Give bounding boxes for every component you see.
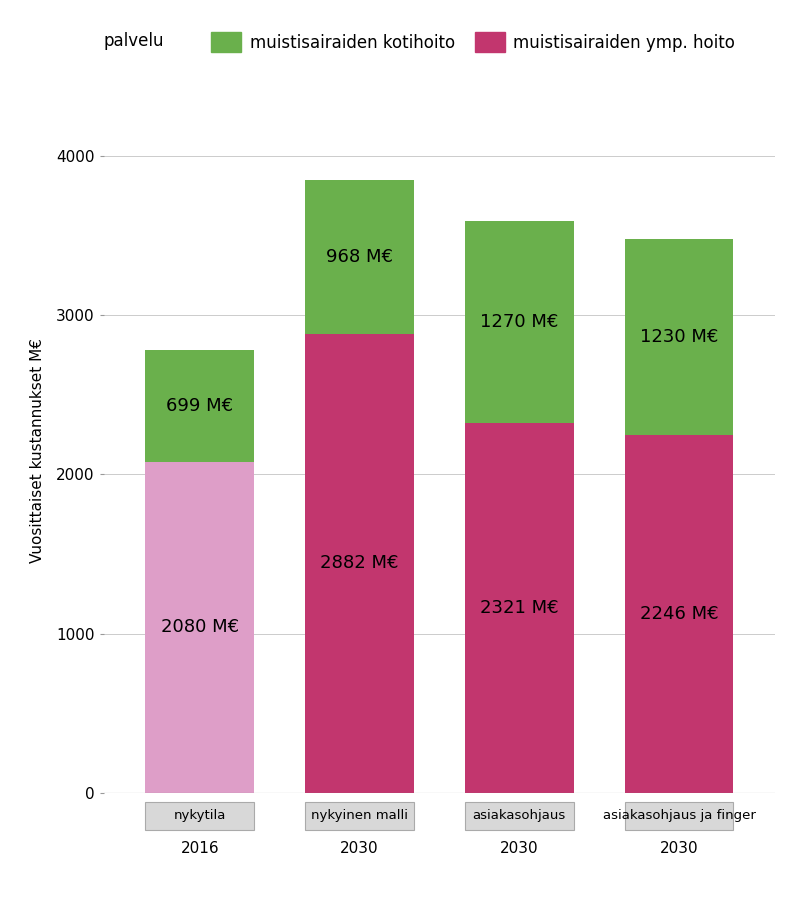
Text: 2030: 2030	[340, 842, 379, 856]
Text: 699 M€: 699 M€	[166, 397, 233, 415]
Text: nykytila: nykytila	[173, 809, 226, 823]
Bar	[145, 350, 254, 461]
Text: 2030: 2030	[660, 842, 698, 856]
Bar	[625, 240, 733, 435]
Bar	[305, 334, 414, 793]
Y-axis label: Vuosittaiset kustannukset M€: Vuosittaiset kustannukset M€	[30, 338, 45, 563]
Bar	[465, 803, 574, 830]
Legend: muistisairaiden kotihoito, muistisairaiden ymp. hoito: muistisairaiden kotihoito, muistisairaid…	[206, 27, 740, 57]
Bar	[625, 803, 733, 830]
Bar	[625, 435, 733, 793]
Bar	[465, 221, 574, 423]
Bar	[305, 803, 414, 830]
Text: 968 M€: 968 M€	[326, 248, 393, 266]
Bar	[145, 803, 254, 830]
Text: 2246 M€: 2246 M€	[640, 605, 718, 623]
Text: 2321 M€: 2321 M€	[480, 599, 559, 617]
Text: 2080 M€: 2080 M€	[161, 618, 239, 636]
Text: 2016: 2016	[181, 842, 219, 856]
Text: 2882 M€: 2882 M€	[320, 554, 399, 572]
Text: asiakasohjaus: asiakasohjaus	[473, 809, 566, 823]
Text: asiakasohjaus ja finger: asiakasohjaus ja finger	[602, 809, 756, 823]
Text: 1230 M€: 1230 M€	[640, 328, 718, 346]
Text: 2030: 2030	[500, 842, 539, 856]
Text: nykyinen malli: nykyinen malli	[311, 809, 408, 823]
Text: 1270 M€: 1270 M€	[480, 314, 559, 332]
Bar	[305, 180, 414, 334]
Text: palvelu: palvelu	[104, 32, 165, 50]
Bar	[465, 423, 574, 793]
Bar	[145, 461, 254, 793]
